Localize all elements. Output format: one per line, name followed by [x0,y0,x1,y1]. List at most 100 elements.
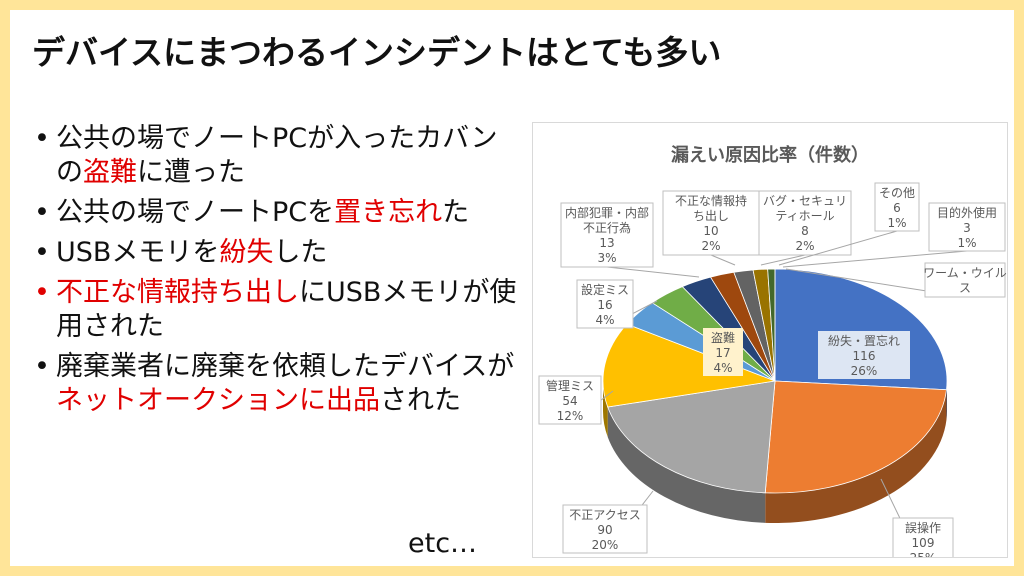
etc-text: etc… [408,528,478,559]
label-text: 109 [912,536,935,550]
slide: デバイスにまつわるインシデントはとても多い • 公共の場でノートPCが入ったカバン… [10,10,1014,566]
label-text: その他 [879,186,915,200]
bullet-item: • 公共の場でノートPCを置き忘れた [30,196,520,230]
label-text: 不正行為 [583,221,631,235]
label-text: 116 [853,349,876,363]
bullet-item: • USBメモリを紛失した [30,236,520,270]
label-text: 13 [599,236,614,250]
label-text: バグ・セキュリ [763,194,847,208]
label-box [576,279,634,329]
label-box [538,375,602,425]
slide-title: デバイスにまつわるインシデントはとても多い [32,33,722,72]
highlighted-text: 置き忘れ [334,197,443,228]
label-text: 2% [701,239,720,253]
bullet-item: • 公共の場でノートPCが入ったカバンの盗難に遭った [30,122,520,190]
pie-slice [764,380,947,494]
bullet-text: に遭った [137,157,245,188]
label-text: 3% [597,251,616,265]
highlighted-text: ネットオークションに出品 [56,385,380,416]
highlighted-text: 盗難 [83,157,137,188]
leader-line [782,250,968,268]
label-box [560,202,654,268]
label-text: 6 [893,201,901,215]
label-text: 8 [801,224,809,238]
chart-title: 漏えい原因比率（件数） [671,144,869,166]
label-text: 設定ミス [581,282,629,297]
pie-side-不正アクセス [607,407,766,523]
label-box [924,262,1006,298]
leader-line [778,230,898,266]
bullet-text: された [380,385,461,416]
label-text: 誤操作 [905,520,941,535]
label-text: ス [959,281,971,295]
label-box [928,202,1006,252]
bullet-text: た [442,197,470,228]
pie-side-誤操作 [765,389,947,523]
bullet-text: した [273,237,328,268]
bullet-text: 廃棄業者に廃棄を依頼したデバイスが [56,351,515,382]
label-text: ティホール [775,209,834,223]
label-text: 4% [595,313,614,327]
label-text: 20% [592,538,619,552]
bullet-text: 公共の場でノートPCが入ったカバンの [56,123,498,188]
label-text: 1% [887,216,906,230]
label-box [562,504,648,554]
label-text: 目的外使用 [937,205,997,220]
leader-line [606,266,700,278]
pie-slice [607,380,776,494]
label-text: 紛失・置忘れ [828,333,900,348]
bullet-item: • 不正な情報持ち出しにUSBメモリが使用された [30,276,520,344]
bullet-item: • 廃棄業者に廃棄を依頼したデバイスがネットオークションに出品された [30,350,520,418]
label-text: 17 [715,346,730,360]
label-box [703,328,743,376]
label-text: 90 [597,523,612,537]
label-text: 54 [562,394,577,408]
label-text: 内部犯罪・内部 [565,205,649,220]
data-label: 誤操作10925% [880,478,954,557]
bullet-dot: • [34,197,50,228]
label-box [892,517,954,557]
label-text: 25% [910,551,937,557]
label-text: 2% [795,239,814,253]
highlighted-text: 不正な情報持ち出し [56,277,299,308]
label-text: 不正な情報持 [675,193,747,208]
bullet-text: にUSBメモリが使用された [56,277,517,342]
pie-slice [602,323,777,408]
label-text: ち出し [693,209,729,223]
bullet-dot: • [34,277,50,308]
bullet-dot: • [34,123,50,154]
label-text: 1% [957,236,976,250]
label-text: 12% [557,409,584,423]
bullet-dot: • [34,351,50,382]
label-text: 不正アクセス [569,508,640,522]
bullet-list: • 公共の場でノートPCが入ったカバンの盗難に遭った • 公共の場でノートPCを置き忘… [30,122,520,424]
bullet-dot: • [34,237,50,268]
highlighted-text: 紛失 [219,237,274,268]
label-text: 盗難 [711,330,735,345]
label-text: 26% [851,364,878,378]
leader-line [760,254,806,266]
label-text: ワーム・ウイル [923,266,1007,280]
label-text: 3 [963,221,971,235]
label-box [874,182,920,232]
bullet-text: 公共の場でノートPCを [56,197,335,228]
label-box [818,331,910,379]
label-text: 16 [597,298,612,312]
label-box [758,190,852,256]
label-text: 管理ミス [546,378,594,393]
bullet-text: USBメモリを [56,237,220,268]
label-text: 10 [703,224,718,238]
